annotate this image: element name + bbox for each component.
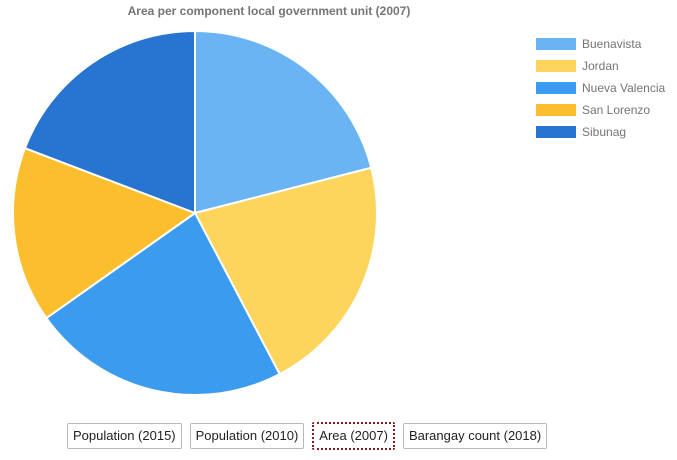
pie-slice-buenavista[interactable] bbox=[194, 30, 373, 214]
legend-label-buenavista: Buenavista bbox=[582, 37, 642, 51]
legend-swatch-buenavista bbox=[536, 38, 576, 50]
legend-label-nueva-valencia: Nueva Valencia bbox=[582, 81, 665, 95]
pie-chart: Area per component local government unit… bbox=[12, 4, 665, 396]
legend-swatch-nueva-valencia bbox=[536, 82, 576, 94]
population-2015-button[interactable]: Population (2015) bbox=[67, 423, 182, 449]
pie-slice-sibunag[interactable] bbox=[23, 30, 196, 214]
population-2010-button[interactable]: Population (2010) bbox=[189, 423, 305, 449]
legend-label-san-lorenzo: San Lorenzo bbox=[582, 103, 650, 117]
dataset-switcher: Population (2015) Population (2010) Area… bbox=[67, 422, 548, 450]
pie-slice-nueva-valencia[interactable] bbox=[45, 212, 281, 396]
legend-swatch-san-lorenzo bbox=[536, 104, 576, 116]
pie-slice-san-lorenzo[interactable] bbox=[12, 147, 196, 320]
legend-swatch-jordan bbox=[536, 60, 576, 72]
legend-swatch-sibunag bbox=[536, 126, 576, 138]
legend-label-sibunag: Sibunag bbox=[582, 125, 626, 139]
area-2007-button[interactable]: Area (2007) bbox=[312, 422, 395, 450]
legend: Buenavista Jordan Nueva Valencia San Lorenz… bbox=[536, 37, 665, 139]
pie-slices bbox=[12, 30, 378, 396]
pie-slice-jordan[interactable] bbox=[194, 166, 378, 376]
legend-label-jordan: Jordan bbox=[582, 59, 619, 73]
chart-title: Area per component local government unit… bbox=[128, 4, 411, 18]
barangay-count-2018-button[interactable]: Barangay count (2018) bbox=[402, 423, 548, 449]
